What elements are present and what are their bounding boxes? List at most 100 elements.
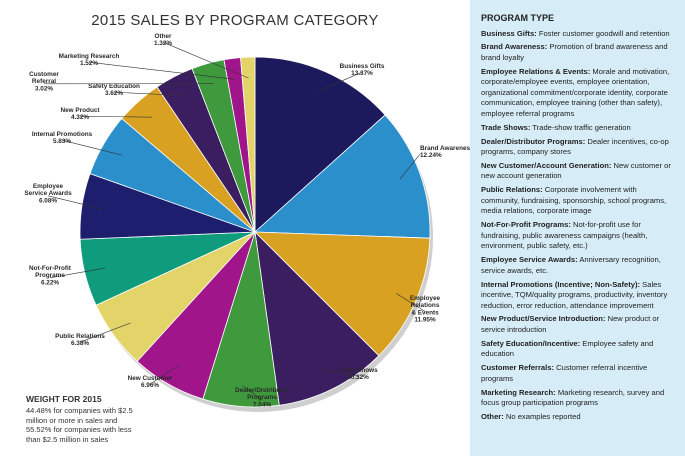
slice-label-line: Business Gifts — [340, 63, 385, 70]
program-type-description: Morale and motivation, corporate/employe… — [481, 66, 670, 118]
leader-line — [79, 115, 153, 118]
program-type-description: New customer or new account generation — [481, 160, 671, 181]
leader-line — [149, 365, 179, 385]
weight-line: than $2.5 million in sales — [26, 434, 109, 444]
slice-value: 10.32% — [347, 374, 369, 381]
leader-line — [323, 369, 359, 377]
slice-label: Internal Promotions 5.83% — [32, 131, 93, 145]
slice-label-line: Not-For-Profit — [29, 265, 72, 272]
slice-label: Business Gifts 13.37% — [340, 63, 385, 77]
weight-note: WEIGHT FOR 2015 44.48% for companies wit… — [26, 394, 196, 444]
chart-title: 2015 SALES BY PROGRAM CATEGORY — [91, 12, 379, 29]
program-type-description: Anniversary recognition, service awards,… — [481, 255, 661, 275]
program-type-description: Trade-show traffic generation — [530, 122, 631, 132]
slice-value: 6.08% — [39, 197, 57, 204]
slice-label-line: Relations — [411, 302, 440, 309]
slice-label-line: Service Awards — [24, 190, 72, 197]
program-type-description: Promotion of brand awareness and brand l… — [481, 42, 668, 62]
program-type-description: Employee safety and education — [481, 338, 654, 359]
pie-slice — [254, 56, 386, 233]
slice-label: New Product 4.32% — [60, 107, 100, 121]
leader-line — [79, 322, 131, 343]
slice-value: 11.95% — [414, 317, 436, 324]
program-type-description: Corporate involvement with community, fu… — [481, 185, 667, 216]
program-type-entry: New Customer/Account Generation: New cus… — [481, 161, 677, 182]
slice-label-line: & Events — [411, 309, 439, 316]
slice-label-line: Programs — [247, 394, 277, 401]
program-type-term: Customer Referrals: — [481, 363, 555, 373]
slice-label: Safety Education 3.62% — [88, 83, 140, 97]
program-type-description: New product or service introduction — [481, 314, 660, 334]
program-type-description: Not-for-profit use for fundraising, publ… — [481, 220, 648, 251]
leader-line — [317, 71, 363, 92]
slice-label-line: Customer — [29, 71, 59, 78]
slice-value: 5.83% — [53, 138, 71, 145]
program-type-description: Marketing research, survey and focus gro… — [481, 387, 665, 408]
slice-label-line: Employee — [33, 183, 64, 190]
program-type-description: Sales incentive, TQM/quality programs, p… — [481, 279, 668, 310]
pie-slice — [253, 231, 431, 357]
program-type-term: Dealer/Distributor Programs: — [481, 136, 586, 146]
program-type-term: Employee Service Awards: — [481, 255, 578, 265]
leader-line — [47, 195, 103, 210]
program-type-entry: Customer Referrals: Customer referral in… — [481, 363, 677, 384]
program-type-description: Foster customer goodwill and retention — [536, 28, 670, 38]
slice-label: Brand Awareness 12.24% — [420, 145, 470, 159]
program-type-entry: Employee Service Awards: Anniversary rec… — [481, 255, 677, 276]
slice-label-line: Brand Awareness — [420, 145, 470, 152]
program-type-entry: Other: No examples reported — [481, 412, 677, 423]
slice-label-line: Employee — [410, 295, 441, 302]
pie-chart: Business Gifts 13.37% Brand Awareness 12.24… — [24, 33, 470, 412]
program-type-entry: Employee Relations & Events: Morale and … — [481, 67, 677, 120]
slice-value: 3.62% — [105, 90, 123, 97]
slice-value: 7.04% — [253, 401, 271, 408]
slice-label-line: Referral — [32, 78, 56, 85]
program-type-entry: Not-For-Profit Programs: Not-for-profit … — [481, 220, 677, 252]
slice-label-line: Safety Education — [88, 83, 140, 90]
slice-label: Not-For-Profit Programs 6.22% — [29, 265, 72, 286]
slice-label-line: New Product — [60, 107, 100, 114]
program-type-description: Dealer incentives, co-op programs, compa… — [481, 136, 669, 157]
program-type-term: Marketing Research: — [481, 387, 556, 397]
program-type-entry: Brand Awareness: Promotion of brand awar… — [481, 42, 677, 63]
program-type-entry: Trade Shows: Trade-show traffic generati… — [481, 123, 677, 134]
slice-label-line: Public Relations — [55, 333, 105, 340]
program-type-description: No examples reported — [503, 411, 581, 421]
program-type-entry: Safety Education/Incentive: Employee saf… — [481, 339, 677, 360]
leader-line — [399, 154, 421, 180]
slice-label: Dealer/Distributor Programs 7.04% — [235, 387, 289, 408]
program-type-term: New Product/Service Introduction: — [481, 314, 606, 324]
program-type-term: Trade Shows: — [481, 122, 531, 132]
slice-value: 1.32% — [154, 40, 172, 47]
program-type-entry: Dealer/Distributor Programs: Dealer ince… — [481, 137, 677, 158]
program-type-term: Brand Awareness: — [481, 42, 548, 52]
weight-title: WEIGHT FOR 2015 — [26, 394, 102, 404]
slice-value: 3.02% — [35, 85, 53, 92]
leader-line — [113, 91, 184, 96]
leader-line — [396, 293, 426, 312]
program-type-panel: PROGRAM TYPE Business Gifts: Foster cust… — [470, 0, 685, 456]
slice-label: Other 1.32% — [154, 33, 172, 47]
program-type-entry: New Product/Service Introduction: New pr… — [481, 314, 677, 335]
leader-line — [49, 267, 106, 279]
weight-line: million or more in sales and — [26, 415, 118, 425]
slice-label: Customer Referral 3.02% — [29, 71, 59, 92]
program-type-term: Internal Promotions (Incentive; Non-Safe… — [481, 279, 641, 289]
slice-label-line: New Customer — [128, 375, 173, 382]
program-type-entry: Marketing Research: Marketing research, … — [481, 388, 677, 409]
slice-label-line: Internal Promotions — [32, 131, 93, 138]
slice-value: 6.22% — [41, 279, 59, 286]
leader-line — [242, 385, 263, 401]
slice-label: Employee Relations & Events 11.95% — [410, 295, 441, 324]
slice-label: New Customer 6.96% — [128, 375, 173, 389]
slice-value: 6.38% — [71, 340, 89, 347]
leader-line — [162, 41, 249, 79]
slice-label: Public Relations 6.38% — [55, 333, 105, 347]
program-type-entry: Internal Promotions (Incentive; Non-Safe… — [481, 280, 677, 312]
program-type-entry: Public Relations: Corporate involvement … — [481, 185, 677, 217]
program-type-term: Employee Relations & Events: — [481, 66, 591, 76]
leader-line — [88, 61, 236, 80]
slice-label-line: Trade Shows — [338, 367, 378, 374]
program-type-term: New Customer/Account Generation: — [481, 160, 612, 170]
slice-label: Marketing Research 1.52% — [59, 53, 120, 67]
